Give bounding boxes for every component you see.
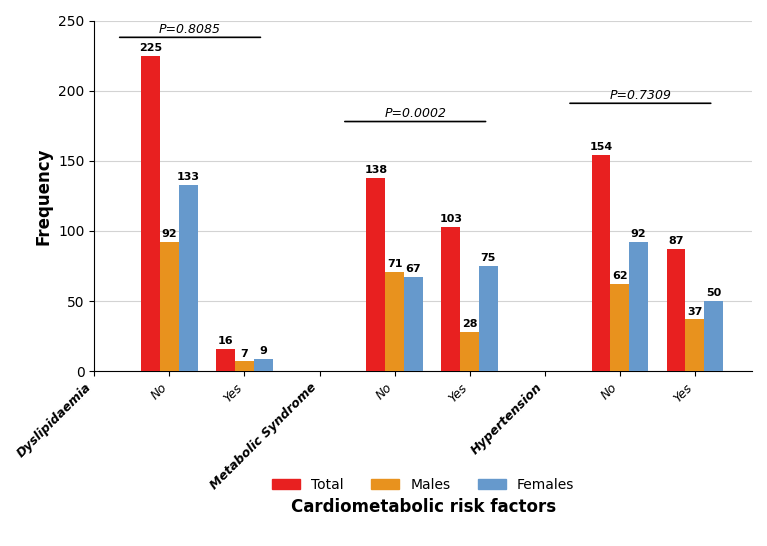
- Text: 16: 16: [218, 336, 233, 346]
- Bar: [629, 242, 648, 371]
- Text: 28: 28: [462, 319, 477, 329]
- Bar: [686, 319, 704, 371]
- Bar: [141, 56, 160, 371]
- Bar: [160, 242, 179, 371]
- Bar: [667, 249, 686, 371]
- Text: 50: 50: [706, 288, 721, 298]
- Text: 71: 71: [387, 259, 403, 269]
- Text: 103: 103: [439, 214, 463, 224]
- Bar: [404, 277, 423, 371]
- Text: 62: 62: [612, 271, 627, 282]
- Bar: [235, 361, 254, 371]
- Bar: [385, 272, 404, 371]
- Text: 225: 225: [139, 43, 163, 53]
- Bar: [254, 359, 272, 371]
- Text: 9: 9: [259, 346, 267, 356]
- Bar: [179, 185, 198, 371]
- Bar: [367, 177, 385, 371]
- Text: 133: 133: [176, 172, 199, 182]
- Text: 92: 92: [630, 229, 647, 239]
- Text: P=0.0002: P=0.0002: [384, 107, 446, 120]
- Bar: [460, 332, 479, 371]
- Legend: Total, Males, Females: Total, Males, Females: [266, 472, 580, 497]
- Bar: [704, 301, 723, 371]
- Text: P=0.7309: P=0.7309: [609, 89, 671, 102]
- Text: 7: 7: [241, 349, 249, 359]
- Bar: [442, 227, 460, 371]
- Text: 92: 92: [162, 229, 177, 239]
- Text: 75: 75: [481, 253, 496, 263]
- Bar: [591, 155, 611, 371]
- Text: 154: 154: [589, 143, 613, 152]
- Bar: [216, 349, 235, 371]
- Text: 87: 87: [668, 236, 683, 246]
- Text: 37: 37: [687, 306, 703, 317]
- Bar: [611, 284, 629, 371]
- Text: 138: 138: [364, 165, 387, 175]
- X-axis label: Cardiometabolic risk factors: Cardiometabolic risk factors: [291, 498, 556, 516]
- Bar: [479, 266, 498, 371]
- Text: P=0.8085: P=0.8085: [159, 23, 221, 36]
- Text: 67: 67: [406, 264, 421, 275]
- Y-axis label: Frequency: Frequency: [35, 147, 53, 245]
